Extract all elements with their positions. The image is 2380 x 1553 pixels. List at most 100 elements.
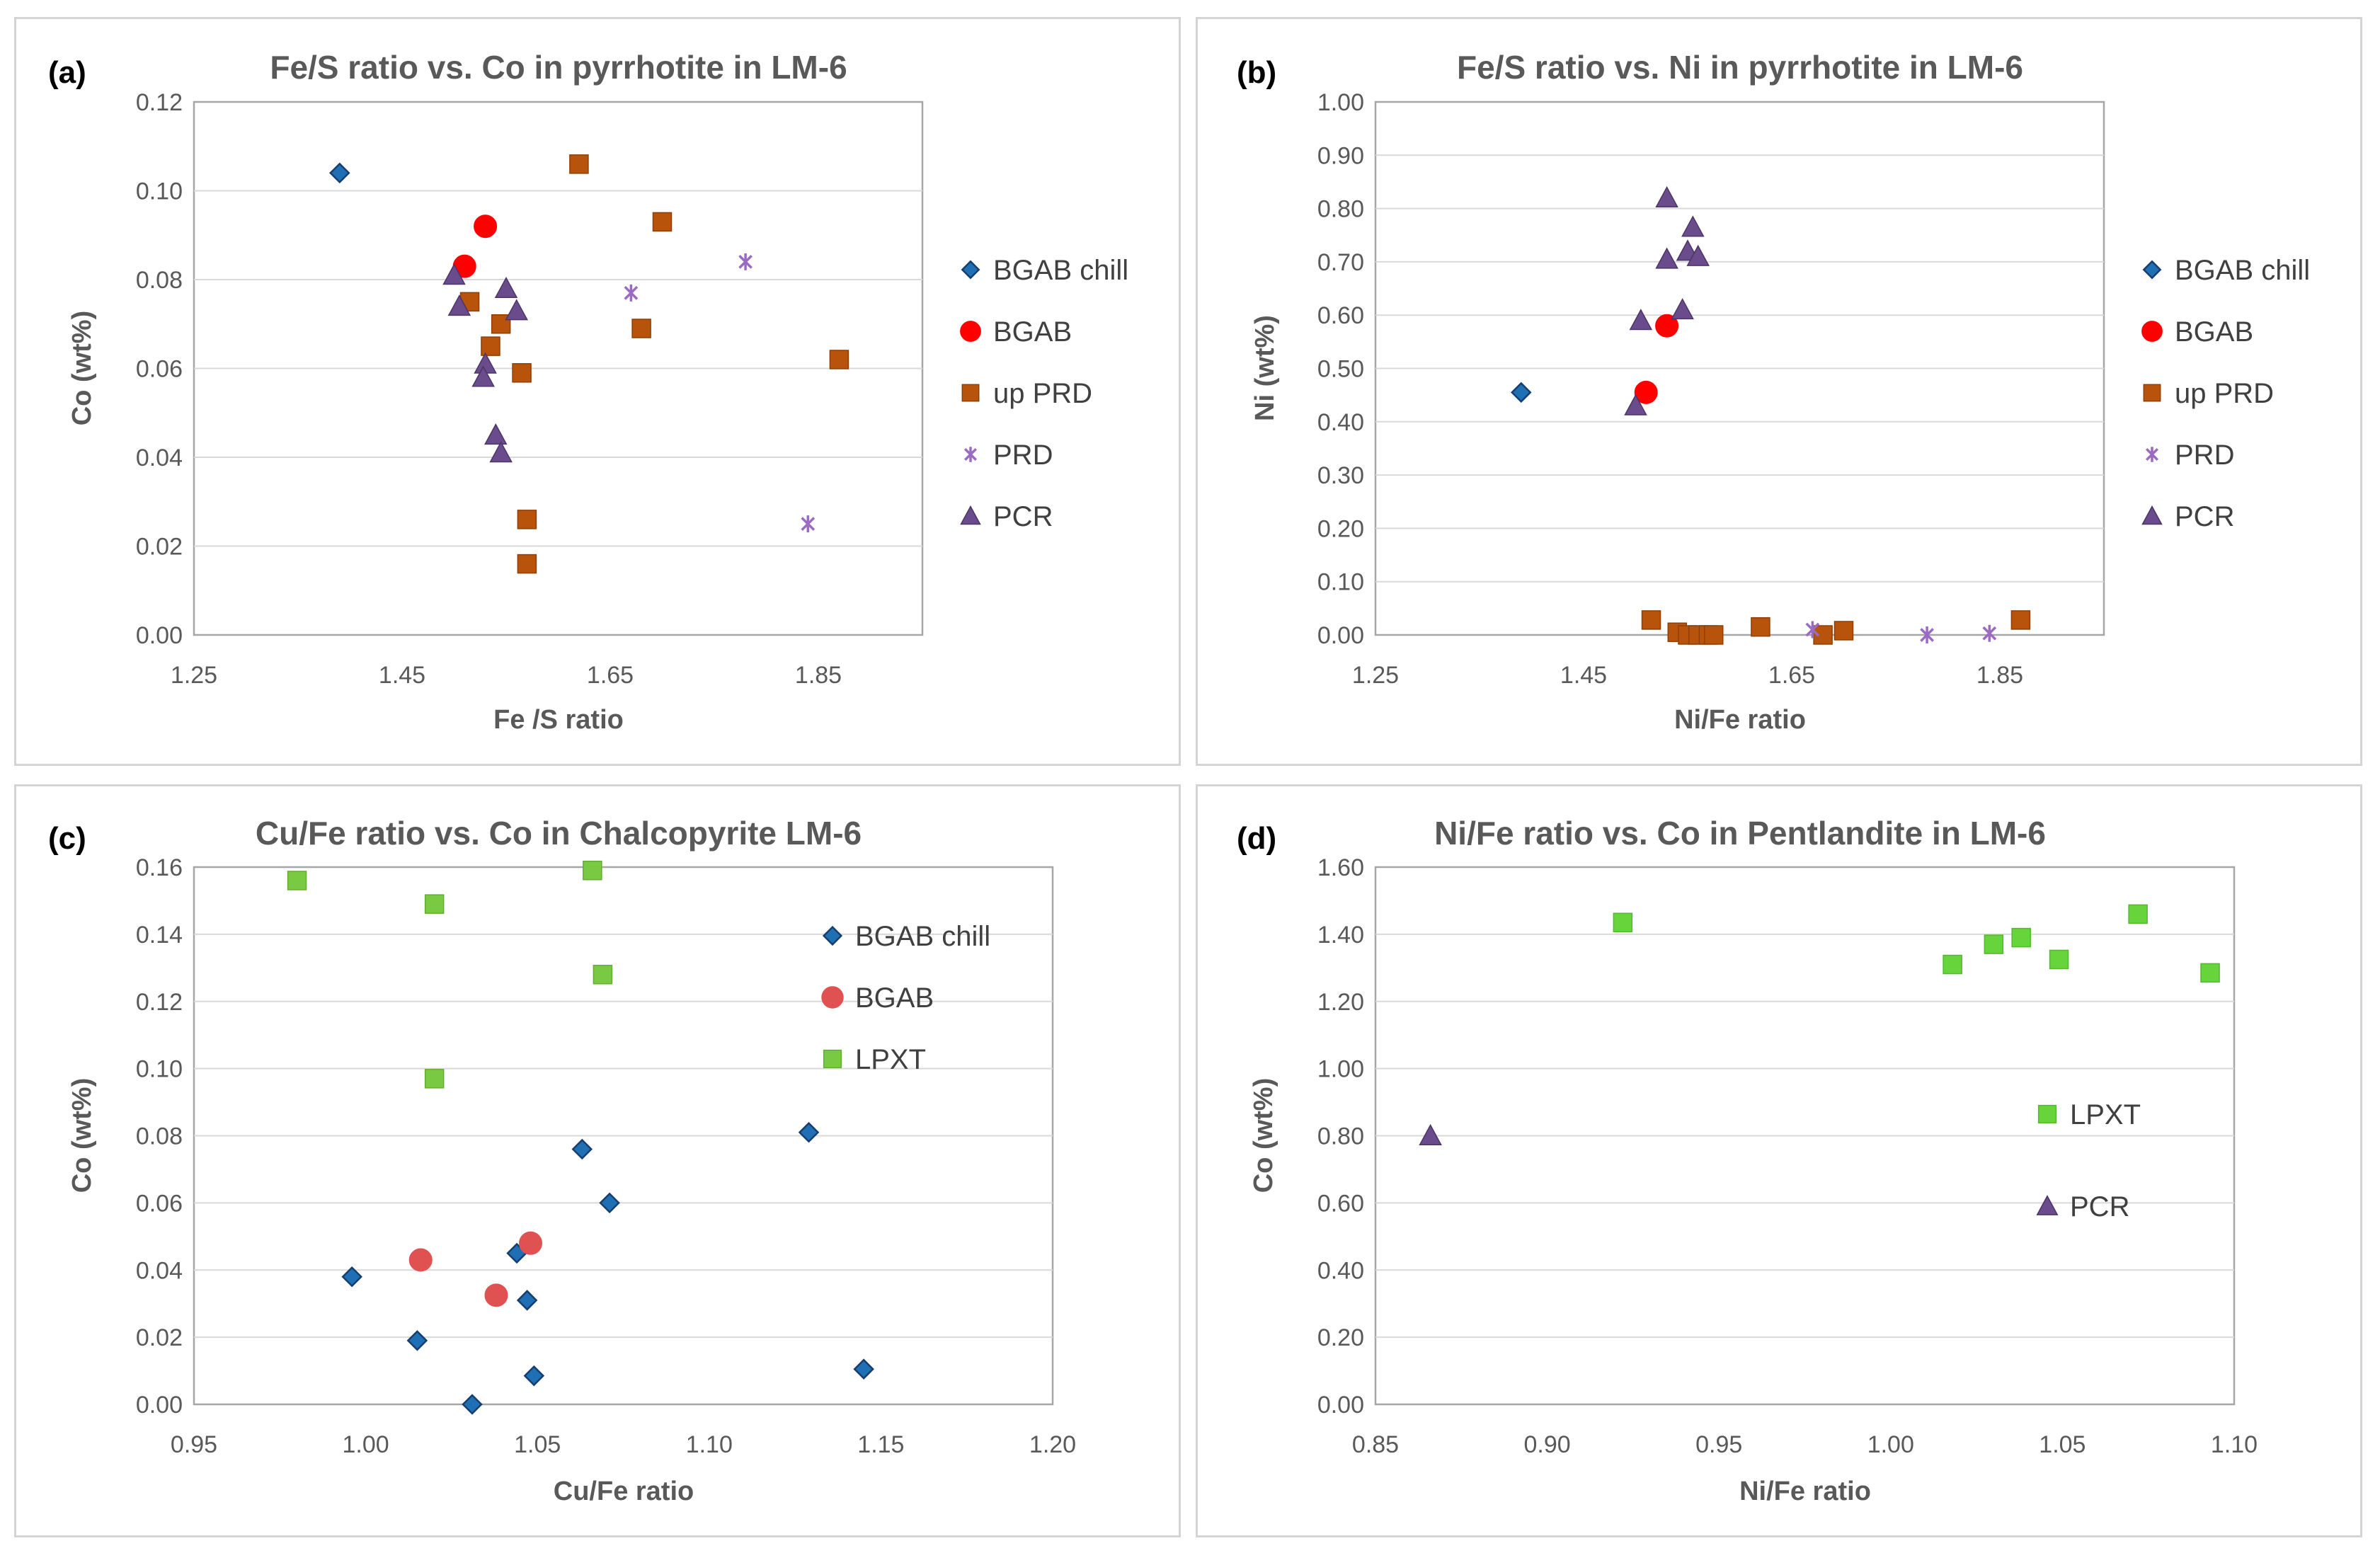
data-point-bgab-chill — [516, 1290, 538, 1311]
data-point-pcr — [447, 294, 471, 316]
data-point-up-prd — [1751, 617, 1770, 637]
data-point-bgab-chill — [329, 162, 350, 184]
data-point-bgab-chill — [462, 1394, 483, 1415]
data-point-prd — [1805, 621, 1820, 638]
y-axis-title: Co (wt%) — [67, 1078, 97, 1193]
data-point-lpxt — [2049, 949, 2069, 970]
y-tick-label: 1.00 — [1317, 89, 1364, 116]
data-point-up-prd — [652, 212, 673, 232]
chart-svg-b: (b) Fe/S ratio vs. Ni in pyrrhotite in L… — [1237, 49, 2310, 735]
x-tick-label: 0.90 — [1524, 1431, 1571, 1458]
y-axis-title: Co (wt%) — [1249, 1078, 1278, 1193]
x-tick-label: 1.15 — [857, 1431, 904, 1458]
data-point-up-prd — [1833, 621, 1854, 641]
legend-marker-prd — [963, 447, 978, 462]
data-point-lpxt — [583, 860, 602, 881]
data-point-bgab-chill — [1511, 382, 1532, 403]
x-tick-label: 1.05 — [2039, 1431, 2086, 1458]
y-axis-title: Ni (wt%) — [1250, 315, 1280, 421]
data-point-bgab — [474, 214, 498, 239]
data-point-bgab — [1655, 314, 1679, 338]
chart-panel-b: (b) Fe/S ratio vs. Ni in pyrrhotite in L… — [1196, 17, 2362, 766]
data-point-pcr — [505, 299, 528, 321]
legend-marker-bgab-chill — [2142, 260, 2162, 280]
data-point-pcr — [471, 365, 495, 387]
y-tick-label: 0.08 — [136, 267, 183, 294]
x-tick-label: 1.10 — [686, 1431, 733, 1458]
data-point-pcr — [1655, 185, 1678, 208]
legend-label: BGAB chill — [993, 255, 1128, 286]
y-tick-label: 0.20 — [1317, 515, 1364, 542]
legend-marker-up-prd — [961, 384, 980, 402]
y-tick-label: 0.12 — [136, 89, 183, 116]
legend-marker-bgab-chill — [822, 925, 843, 946]
data-point-lpxt — [2200, 963, 2220, 983]
y-tick-label: 0.00 — [136, 1392, 183, 1419]
legend-marker-up-prd — [2143, 384, 2161, 402]
data-point-bgab-chill — [599, 1192, 620, 1214]
legend-label: BGAB — [993, 316, 1072, 348]
data-points — [287, 860, 874, 1415]
data-point-lpxt — [2128, 904, 2148, 924]
data-point-bgab — [484, 1283, 508, 1307]
x-axis-title: Cu/Fe ratio — [554, 1477, 694, 1506]
legend-label: PCR — [993, 501, 1053, 532]
data-point-bgab — [408, 1248, 433, 1272]
y-tick-label: 0.10 — [136, 1056, 183, 1083]
x-tick-label: 0.95 — [1695, 1431, 1742, 1458]
chart-svg-c: (c) Cu/Fe ratio vs. Co in Chalcopyrite L… — [48, 815, 1076, 1506]
data-points — [1419, 904, 2220, 1145]
y-tick-label: 1.60 — [1317, 854, 1364, 881]
data-point-bgab-chill — [341, 1266, 362, 1288]
data-point-bgab — [1634, 380, 1658, 404]
legend-marker-bgab — [2141, 321, 2163, 342]
x-tick-label: 0.95 — [171, 1431, 217, 1458]
data-point-prd — [624, 284, 639, 302]
chart-title: Fe/S ratio vs. Ni in pyrrhotite in LM-6 — [1457, 49, 2023, 86]
data-point-pcr — [484, 423, 508, 445]
x-tick-labels: 0.95 1.00 1.05 1.10 1.15 1.20 — [171, 1431, 1076, 1458]
data-point-bgab-chill — [798, 1121, 820, 1143]
chart-title: Ni/Fe ratio vs. Co in Pentlandite in LM-… — [1434, 815, 2046, 852]
gridlines — [1375, 933, 2234, 1339]
x-axis-title: Ni/Fe ratio — [1739, 1477, 1871, 1506]
gridlines — [1375, 154, 2104, 583]
data-point-pcr — [1419, 1123, 1442, 1145]
x-axis-title: Fe /S ratio — [493, 705, 624, 735]
legend-marker-lpxt — [823, 1049, 842, 1069]
chart-panel-d: (d) Ni/Fe ratio vs. Co in Pentlandite in… — [1196, 784, 2362, 1537]
data-point-pcr — [1671, 298, 1694, 320]
chart-svg-a: (a) Fe/S ratio vs. Co in pyrrhotite in L… — [48, 49, 1128, 735]
x-tick-label: 1.00 — [1867, 1431, 1914, 1458]
data-point-lpxt — [593, 965, 613, 985]
x-tick-label: 1.85 — [1976, 662, 2023, 689]
legend-label: PRD — [993, 440, 1053, 471]
legend-marker-pcr — [2141, 505, 2163, 525]
data-point-pcr — [1681, 215, 1705, 237]
data-point-lpxt — [1613, 912, 1633, 933]
y-tick-label: 0.50 — [1317, 356, 1364, 383]
y-tick-label: 0.20 — [1317, 1324, 1364, 1351]
x-tick-label: 1.45 — [379, 662, 425, 689]
data-point-pcr — [1655, 247, 1678, 269]
y-tick-label: 0.02 — [136, 1324, 183, 1351]
y-tick-label: 0.02 — [136, 534, 183, 561]
y-tick-label: 0.80 — [1317, 1123, 1364, 1150]
data-point-prd — [801, 515, 816, 533]
legend-label: up PRD — [993, 378, 1092, 409]
panel-label: (a) — [48, 55, 86, 90]
legend-label: PRD — [2175, 440, 2234, 471]
data-point-up-prd — [517, 510, 537, 529]
data-point-bgab-chill — [853, 1358, 874, 1380]
data-point-up-prd — [1641, 610, 1661, 630]
data-point-lpxt — [1984, 934, 2004, 954]
panel-label: (b) — [1237, 55, 1276, 90]
y-tick-label: 0.14 — [136, 922, 183, 949]
legend-marker-lpxt — [2037, 1104, 2057, 1124]
y-tick-label: 0.00 — [136, 622, 183, 649]
data-points — [1511, 185, 2031, 645]
data-point-pcr — [494, 276, 518, 299]
legend-label: LPXT — [855, 1044, 926, 1075]
data-point-lpxt — [287, 871, 307, 890]
chart-panel-a: (a) Fe/S ratio vs. Co in pyrrhotite in L… — [14, 17, 1181, 766]
